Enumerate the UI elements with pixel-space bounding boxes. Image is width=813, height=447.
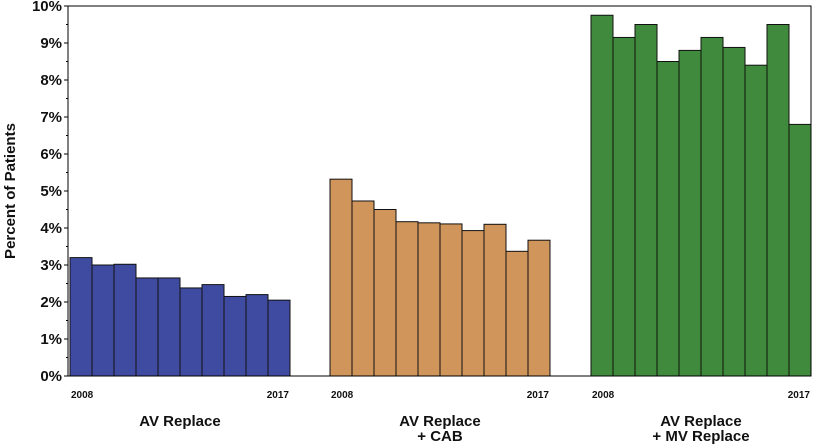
bars [70,15,811,376]
y-tick-label: 1% [40,331,62,348]
bar [613,37,635,376]
bar [591,15,613,376]
bar [374,210,396,377]
bar [440,224,462,376]
bar [635,25,657,377]
y-tick-label: 6% [40,146,62,163]
y-tick-label: 4% [40,220,62,237]
bar [352,201,374,376]
bar [158,278,180,376]
bar [745,65,767,376]
bar [330,179,352,376]
bar [484,224,506,376]
bar [528,240,550,376]
bar [180,288,202,376]
bar [396,222,418,376]
bar [506,251,528,376]
bar [418,223,440,376]
bar [202,285,224,376]
group-label: + MV Replace [652,428,749,445]
bar [723,47,745,376]
bar [767,25,789,377]
bar [789,124,811,376]
year-end-label: 2017 [527,390,550,401]
year-start-label: 2008 [592,390,615,401]
y-axis-title: Percent of Patients [2,123,19,259]
bar [224,296,246,376]
group-label: + CAB [417,428,463,445]
y-tick-label: 2% [40,294,62,311]
year-start-label: 2008 [331,390,354,401]
y-tick-label: 9% [40,35,62,52]
bar [679,50,701,376]
y-tick-label: 0% [40,368,62,385]
y-tick-label: 10% [32,0,62,15]
bar [701,37,723,376]
y-tick-label: 8% [40,72,62,89]
bar [246,295,268,376]
y-tick-label: 3% [40,257,62,274]
bar [92,265,114,376]
group-label: AV Replace [139,413,220,430]
bar [114,264,136,376]
bar [70,258,92,376]
y-tick-label: 5% [40,183,62,200]
bar [268,300,290,376]
bar [136,278,158,376]
bar [462,231,484,376]
y-tick-label: 7% [40,109,62,126]
y-axis: 0% 1% 2% 3% 4% 5% 6% 7% 8% 9% 10% [32,0,68,385]
year-end-label: 2017 [267,390,290,401]
year-start-label: 2008 [71,390,94,401]
bar [657,62,679,377]
year-end-label: 2017 [788,390,811,401]
